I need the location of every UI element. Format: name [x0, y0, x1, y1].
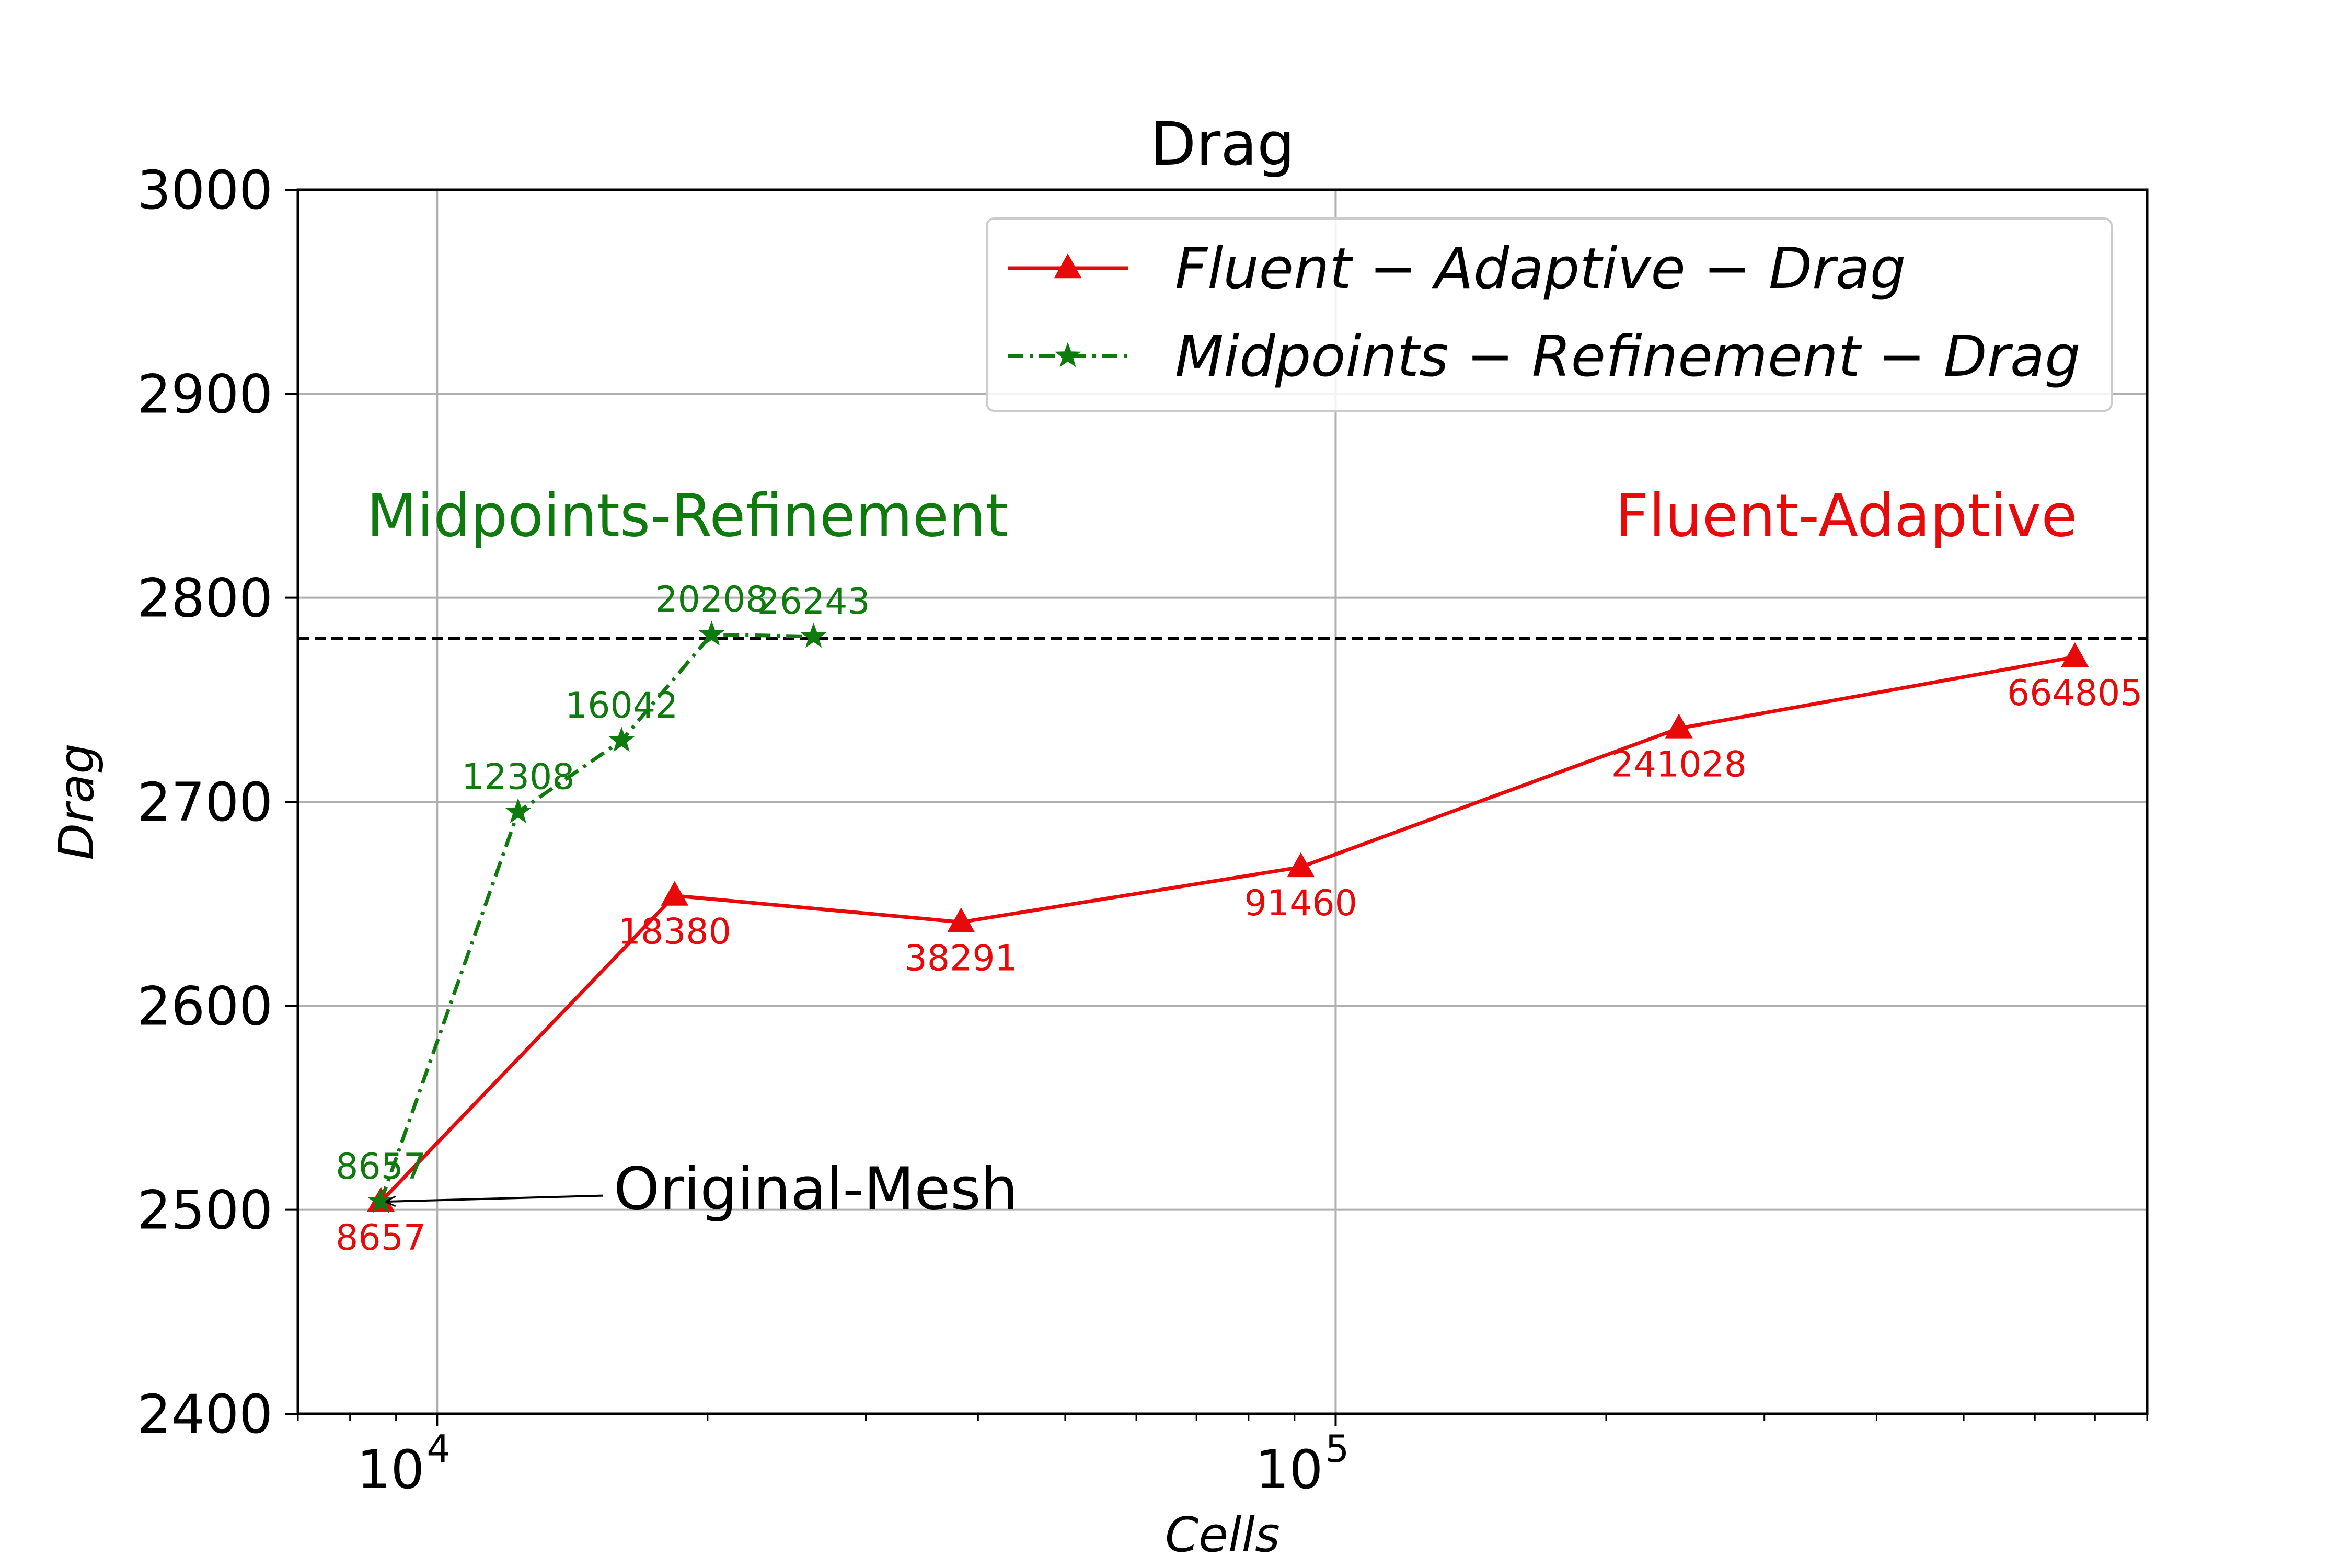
x-tick-label: 10 [1255, 1439, 1323, 1501]
y-tick-label: 2500 [137, 1180, 273, 1242]
legend-marker-2 [1054, 342, 1081, 367]
series-2-point [608, 727, 635, 752]
series-1-point-label: 18380 [618, 912, 731, 953]
series-1-point-label: 38291 [905, 938, 1018, 979]
series-2-point-label: 16042 [565, 685, 678, 727]
y-tick-label: 3000 [137, 159, 273, 222]
x-tick-exponent: 5 [1325, 1427, 1349, 1471]
legend-box [986, 217, 2113, 412]
y-tick-label: 2700 [137, 771, 273, 834]
series-1-point [1665, 713, 1693, 739]
y-tick-label: 2800 [137, 568, 273, 630]
series-1-point [2061, 642, 2089, 667]
y-tick-label: 2900 [137, 363, 273, 425]
series-2-point [698, 620, 725, 646]
series-1-point [947, 907, 975, 932]
annotation-fluent-adaptive: Fluent-Adaptive [1615, 482, 2077, 550]
legend-marker-1 [1054, 253, 1082, 279]
y-tick-label: 2400 [137, 1383, 273, 1446]
annotation-arrow [386, 1194, 604, 1202]
annotation-original-mesh: Original-Mesh [614, 1156, 1018, 1224]
series-2-point-label: 8657 [336, 1146, 426, 1187]
series-2-point [800, 622, 827, 648]
series-2-point [505, 798, 532, 823]
legend-label-1: Fluent − Adaptive − Drag [1175, 236, 1906, 302]
series-2-point-label: 20208 [655, 579, 768, 620]
series-2-point-label: 26243 [757, 581, 870, 622]
x-tick-label: 10 [357, 1439, 425, 1501]
annotation-midpoints-refinement: Midpoints-Refinement [366, 482, 1008, 550]
series-line-1 [379, 655, 2076, 1203]
series-1-point [661, 881, 689, 906]
series-1-point-label: 664805 [2007, 673, 2143, 714]
series-2-point-label: 12308 [462, 757, 574, 798]
annotation-layer: Midpoints-Refinement Fluent-Adaptive Origi… [366, 482, 2077, 1224]
series-1-point-label: 8657 [336, 1217, 426, 1259]
series-1-point-label: 241028 [1611, 744, 1747, 785]
y-axis-label: Drag [49, 743, 105, 860]
legend: Fluent − Adaptive − Drag Midpoints − Refi… [986, 217, 2113, 412]
y-tick-label: 2600 [137, 975, 273, 1037]
chart-title: Drag [1150, 109, 1295, 179]
x-tick-exponent: 4 [426, 1427, 451, 1471]
series-1-point [1287, 852, 1315, 878]
series-1-point-label: 91460 [1244, 883, 1357, 924]
point-label-layer: 8657 18380 38291 91460 241028 664805 8657 12308… [336, 579, 2142, 1259]
legend-label-2: Midpoints − Refinement − Drag [1175, 324, 2081, 389]
x-axis-label: Cells [1165, 1507, 1280, 1563]
